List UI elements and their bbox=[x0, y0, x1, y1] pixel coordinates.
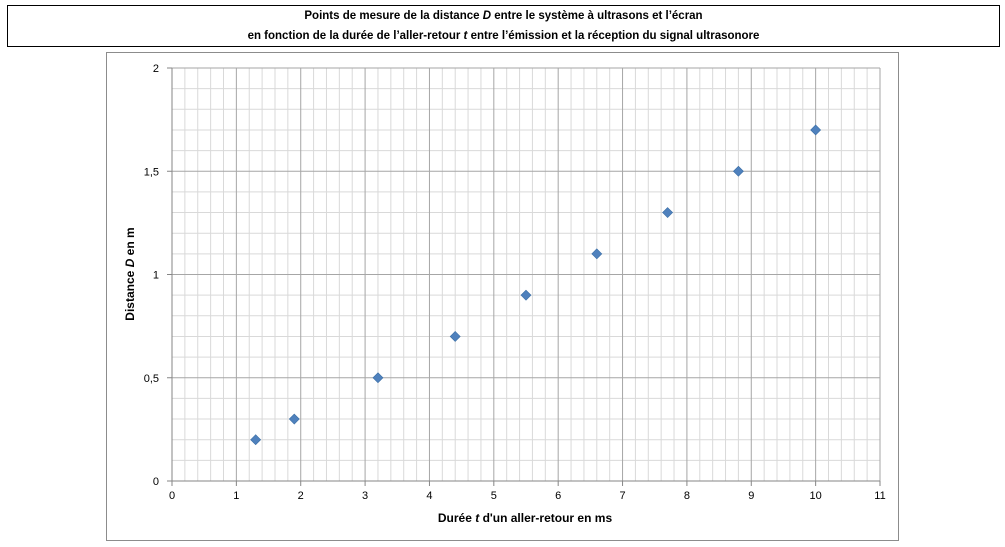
title-line-2-prefix: en fonction de la durée de l’aller-retou… bbox=[247, 30, 464, 42]
title-line-1-variable: D bbox=[482, 10, 492, 22]
chart-frame bbox=[106, 52, 899, 541]
data-point-diamond bbox=[372, 372, 384, 384]
x-tick-labels: 0 1 2 3 4 5 6 7 8 9 10 11 bbox=[169, 490, 886, 502]
x-tick-label: 8 bbox=[684, 490, 690, 502]
data-point-diamond bbox=[288, 413, 300, 425]
x-tick-label: 7 bbox=[619, 490, 625, 502]
y-axis-title-prefix: Distance bbox=[123, 267, 137, 320]
axes bbox=[167, 67, 881, 486]
x-tick-label: 2 bbox=[298, 490, 304, 502]
y-axis-title-variable: D bbox=[123, 258, 137, 267]
data-points bbox=[250, 124, 822, 446]
data-point-diamond bbox=[810, 124, 822, 136]
data-point-diamond bbox=[520, 289, 532, 301]
title-line-1-prefix: Points de mesure de la distance bbox=[304, 10, 483, 22]
title-line-2-suffix: entre l’émission et la réception du sign… bbox=[467, 30, 760, 42]
data-point-diamond bbox=[449, 331, 461, 342]
y-axis-title-suffix: en m bbox=[123, 227, 137, 258]
y-tick-label: 1,5 bbox=[144, 166, 159, 178]
x-tick-label: 9 bbox=[748, 490, 754, 502]
data-point-diamond bbox=[732, 165, 744, 177]
y-tick-labels: 0 0,5 1 1,5 2 bbox=[144, 63, 159, 488]
x-axis-title-variable: t bbox=[475, 511, 480, 525]
title-line-2-variable: t bbox=[463, 30, 468, 42]
x-axis-title-suffix: d'un aller-retour en ms bbox=[479, 511, 612, 525]
x-tick-label: 1 bbox=[233, 490, 239, 502]
y-axis-title: Distance D en m bbox=[123, 227, 137, 320]
x-tick-label: 11 bbox=[874, 490, 885, 502]
data-point-diamond bbox=[591, 248, 603, 260]
x-tick-label: 5 bbox=[491, 490, 497, 502]
chart-title-line-2: en fonction de la durée de l’aller-retou… bbox=[8, 30, 999, 42]
x-axis-title: Durée t d'un aller-retour en ms bbox=[438, 511, 613, 525]
y-tick-label: 0 bbox=[153, 476, 159, 488]
chart-title-box: Points de mesure de la distance D entre … bbox=[7, 5, 1000, 47]
y-tick-label: 2 bbox=[153, 63, 159, 75]
x-tick-label: 3 bbox=[362, 490, 368, 502]
x-tick-label: 6 bbox=[555, 490, 561, 502]
data-point-diamond bbox=[250, 434, 262, 446]
x-axis-title-prefix: Durée bbox=[438, 511, 475, 525]
x-tick-label: 4 bbox=[426, 490, 432, 502]
x-tick-label: 10 bbox=[810, 490, 822, 502]
x-tick-label: 0 bbox=[169, 490, 175, 502]
y-tick-label: 1 bbox=[153, 270, 159, 282]
data-point-diamond bbox=[662, 207, 674, 218]
y-tick-label: 0,5 bbox=[144, 373, 159, 385]
title-line-1-suffix: entre le système à ultrasons et l’écran bbox=[491, 10, 703, 22]
chart-title-line-1: Points de mesure de la distance D entre … bbox=[8, 10, 999, 22]
